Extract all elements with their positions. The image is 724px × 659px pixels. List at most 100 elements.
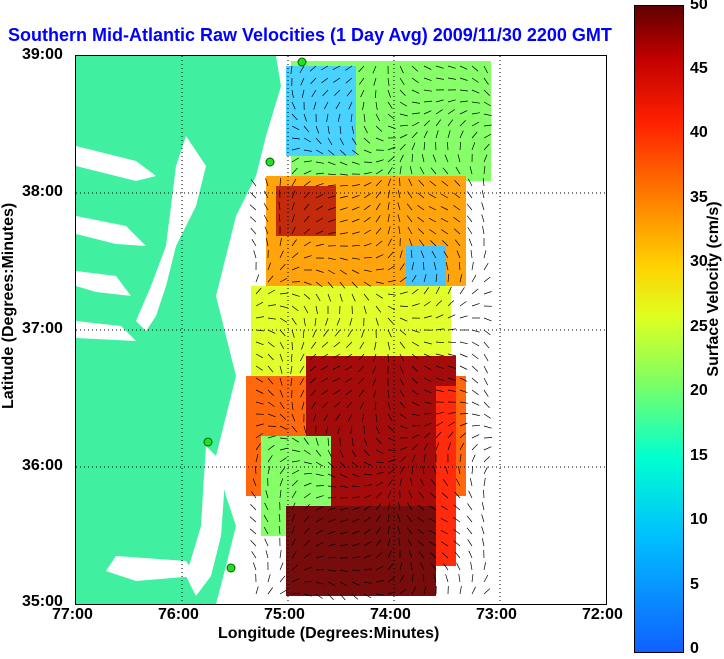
velocity-arrow [459,401,468,404]
velocity-arrow [291,329,295,338]
velocity-arrow [291,564,299,571]
velocity-arrow [375,539,382,547]
velocity-arrow [443,251,449,259]
velocity-arrow [303,553,311,559]
velocity-arrow [397,202,401,211]
velocity-arrow [459,454,462,463]
velocity-arrow [411,275,417,283]
velocity-arrow [471,101,480,104]
velocity-arrow [303,449,311,455]
velocity-arrow [422,466,425,475]
velocity-arrow [350,425,353,434]
velocity-arrow [339,173,348,176]
velocity-arrow [345,65,353,71]
velocity-arrow [363,182,372,187]
velocity-arrow [459,432,467,439]
velocity-arrow [387,265,395,271]
velocity-arrow [399,456,407,463]
velocity-arrow [431,563,437,571]
velocity-arrow [267,413,276,418]
velocity-arrow [291,305,299,312]
velocity-arrow [290,353,293,363]
velocity-arrow [358,389,365,397]
velocity-arrow [423,422,432,427]
velocity-arrow [301,341,305,350]
velocity-arrow [430,167,437,175]
velocity-arrow [483,250,487,259]
velocity-arrow [315,461,323,467]
velocity-arrow [363,473,372,476]
velocity-arrow [327,231,336,235]
velocity-arrow [255,454,259,463]
velocity-arrow [483,562,486,571]
velocity-arrow [339,485,348,488]
velocity-arrow [459,65,468,70]
velocity-arrow [255,586,259,595]
velocity-arrow [267,329,276,334]
velocity-arrow [255,401,264,405]
velocity-arrow [423,274,427,283]
velocity-arrow [428,518,437,523]
velocity-arrow [301,89,305,98]
velocity-arrow [387,514,390,523]
velocity-arrow [435,141,437,151]
velocity-arrow [459,422,468,427]
velocity-arrow [339,219,348,223]
velocity-arrow [312,413,317,422]
velocity-arrow [299,65,305,74]
velocity-arrow [411,142,416,151]
velocity-arrow [255,274,260,283]
velocity-arrow [291,252,299,259]
velocity-arrow [458,261,461,271]
velocity-arrow [351,231,360,235]
velocity-arrow [411,466,414,475]
velocity-arrow [363,505,371,511]
velocity-arrow [264,538,269,547]
velocity-arrow [336,317,341,326]
velocity-arrow [482,226,485,235]
velocity-arrow [411,413,420,417]
velocity-arrow [387,329,392,338]
velocity-arrow [459,365,468,370]
velocity-arrow [387,305,396,311]
velocity-arrow [444,154,449,163]
chesapeake-bay [136,136,206,331]
velocity-arrow [399,413,407,419]
velocity-arrow [314,317,317,326]
velocity-arrow [411,365,419,372]
velocity-arrow [387,202,390,211]
velocity-arrow [483,574,489,583]
velocity-arrow [411,262,415,271]
velocity-arrow [347,329,353,337]
colorbar-tick: 40 [690,124,708,141]
velocity-arrow [332,65,341,71]
map-canvas [76,56,606,604]
velocity-arrow [447,389,456,392]
velocity-arrow [471,424,481,427]
map-plot-area[interactable] [75,55,607,605]
velocity-arrow [291,89,294,98]
velocity-arrow [417,504,425,511]
velocity-arrow [310,341,317,349]
map-title: Southern Mid-Atlantic Raw Velocities (1 … [8,25,612,45]
velocity-arrow [471,89,480,94]
velocity-arrow [363,149,372,154]
velocity-arrow [279,353,284,362]
velocity-arrow [435,99,444,103]
velocity-arrow [435,431,442,439]
velocity-arrow [345,389,353,396]
velocity-arrow [299,377,305,385]
velocity-arrow [303,437,309,445]
velocity-arrow [351,269,360,274]
velocity-arrow [483,466,488,475]
colorbar-tick: 45 [690,60,708,77]
velocity-arrow [339,519,348,523]
velocity-arrow [327,281,334,289]
velocity-arrow [399,377,404,386]
velocity-arrow [420,478,425,487]
velocity-arrow [447,286,452,295]
velocity-arrow [339,269,347,275]
velocity-arrow [411,329,420,333]
velocity-arrow [303,515,310,523]
velocity-arrow [253,250,257,259]
